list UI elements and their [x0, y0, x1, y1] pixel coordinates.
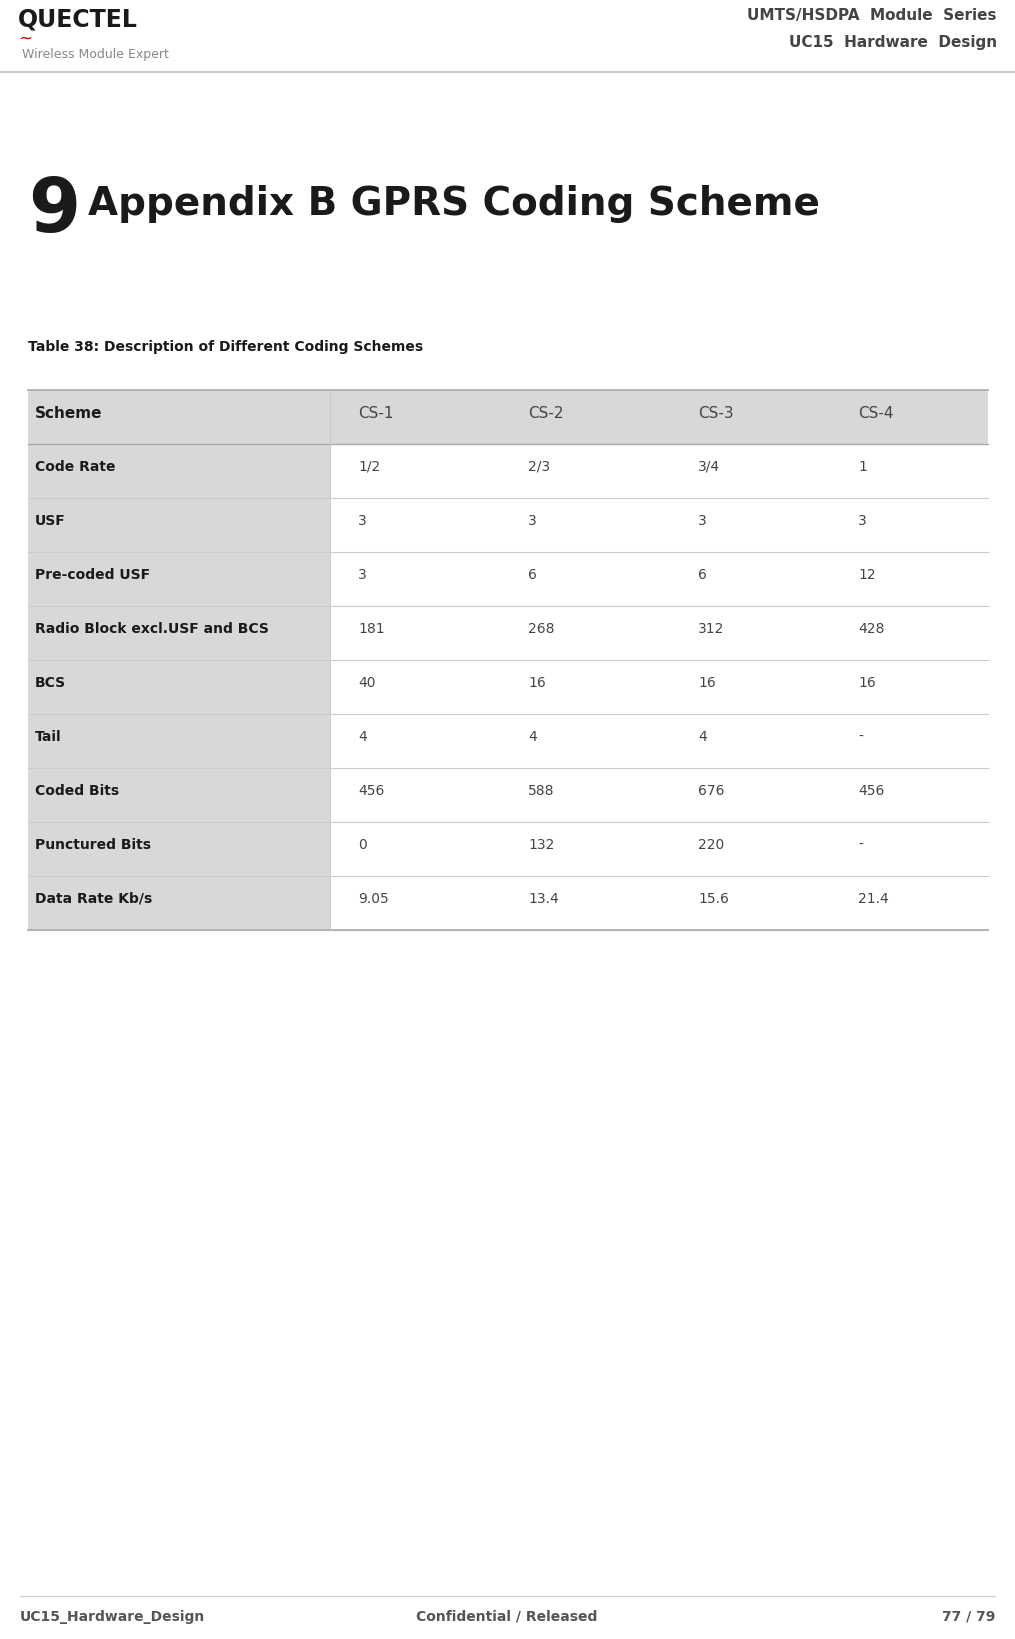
Bar: [28, 552, 330, 606]
Text: 1/2: 1/2: [358, 461, 381, 474]
Bar: [28, 498, 330, 552]
Bar: [28, 769, 330, 823]
Text: 4: 4: [528, 729, 537, 744]
Text: 6: 6: [528, 569, 537, 582]
Bar: [330, 390, 988, 444]
Text: UC15  Hardware  Design: UC15 Hardware Design: [789, 34, 997, 51]
Text: CS-4: CS-4: [858, 406, 893, 421]
Text: Pre-coded USF: Pre-coded USF: [35, 569, 150, 582]
Text: CS-2: CS-2: [528, 406, 563, 421]
Bar: [330, 444, 988, 498]
Text: 2/3: 2/3: [528, 461, 550, 474]
Text: 3/4: 3/4: [698, 461, 720, 474]
Bar: [28, 444, 330, 498]
Text: 1: 1: [858, 461, 867, 474]
Bar: [330, 823, 988, 875]
Text: Radio Block excl.USF and BCS: Radio Block excl.USF and BCS: [35, 621, 269, 636]
Text: USF: USF: [35, 515, 66, 528]
Text: -: -: [858, 838, 863, 852]
Text: 16: 16: [528, 675, 546, 690]
Bar: [330, 498, 988, 552]
Text: Coded Bits: Coded Bits: [35, 783, 119, 798]
Text: 312: 312: [698, 621, 725, 636]
Text: Wireless Module Expert: Wireless Module Expert: [22, 48, 168, 61]
Text: 77 / 79: 77 / 79: [942, 1609, 995, 1624]
Text: 3: 3: [528, 515, 537, 528]
Text: Code Rate: Code Rate: [35, 461, 116, 474]
Text: 9.05: 9.05: [358, 892, 389, 906]
Text: UMTS/HSDPA  Module  Series: UMTS/HSDPA Module Series: [747, 8, 997, 23]
Text: Punctured Bits: Punctured Bits: [35, 838, 151, 852]
Bar: [28, 390, 330, 444]
Text: CS-3: CS-3: [698, 406, 734, 421]
Text: 456: 456: [858, 783, 884, 798]
Text: 12: 12: [858, 569, 876, 582]
Text: 3: 3: [858, 515, 867, 528]
Text: CS-1: CS-1: [358, 406, 394, 421]
Text: 181: 181: [358, 621, 385, 636]
Bar: [330, 661, 988, 715]
Bar: [28, 661, 330, 715]
Text: 13.4: 13.4: [528, 892, 558, 906]
Text: 456: 456: [358, 783, 385, 798]
Text: 16: 16: [858, 675, 876, 690]
Text: 4: 4: [698, 729, 706, 744]
Text: ~: ~: [18, 30, 31, 48]
Text: 21.4: 21.4: [858, 892, 889, 906]
Text: Appendix B GPRS Coding Scheme: Appendix B GPRS Coding Scheme: [88, 185, 820, 223]
Text: -: -: [858, 729, 863, 744]
Text: 676: 676: [698, 783, 725, 798]
Bar: [330, 715, 988, 769]
Bar: [330, 875, 988, 929]
Text: 4: 4: [358, 729, 366, 744]
Bar: [28, 606, 330, 661]
Text: 15.6: 15.6: [698, 892, 729, 906]
Text: 3: 3: [358, 569, 366, 582]
Bar: [28, 823, 330, 875]
Text: 40: 40: [358, 675, 376, 690]
Text: UC15_Hardware_Design: UC15_Hardware_Design: [20, 1609, 205, 1624]
Text: Scheme: Scheme: [35, 406, 103, 421]
Text: Data Rate Kb/s: Data Rate Kb/s: [35, 892, 152, 906]
Text: 3: 3: [698, 515, 706, 528]
Bar: [330, 606, 988, 661]
Text: QUECTEL: QUECTEL: [18, 8, 138, 33]
Text: Table 38: Description of Different Coding Schemes: Table 38: Description of Different Codin…: [28, 339, 423, 354]
Text: 428: 428: [858, 621, 884, 636]
Text: BCS: BCS: [35, 675, 66, 690]
Text: 588: 588: [528, 783, 554, 798]
Bar: [28, 875, 330, 929]
Bar: [330, 769, 988, 823]
Text: 6: 6: [698, 569, 706, 582]
Bar: [28, 715, 330, 769]
Text: 0: 0: [358, 838, 366, 852]
Bar: [330, 552, 988, 606]
Text: 3: 3: [358, 515, 366, 528]
Text: 220: 220: [698, 838, 725, 852]
Text: 132: 132: [528, 838, 554, 852]
Text: 9: 9: [28, 175, 80, 247]
Text: Tail: Tail: [35, 729, 62, 744]
Text: Confidential / Released: Confidential / Released: [416, 1609, 598, 1624]
Text: 16: 16: [698, 675, 716, 690]
Text: 268: 268: [528, 621, 554, 636]
